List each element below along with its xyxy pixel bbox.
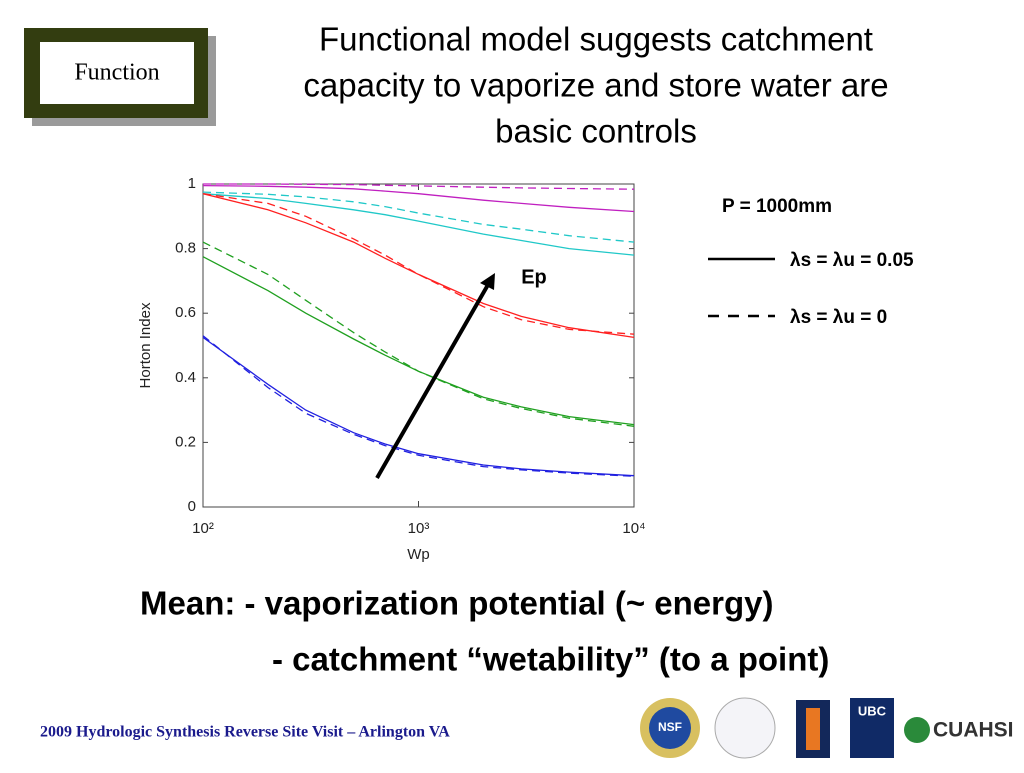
series-line (202, 193, 635, 256)
series-line (202, 193, 635, 339)
arrow-head (480, 273, 495, 290)
arrow (375, 282, 491, 479)
badge-inner (40, 42, 194, 104)
legend-title: P = 1000mm (722, 196, 832, 217)
title-line: Functional model suggests catchment (319, 21, 873, 58)
y-tick-label: 0.8 (175, 240, 196, 257)
plot-area (202, 183, 635, 508)
y-tick-label: 1 (188, 175, 196, 192)
series-line (202, 335, 635, 477)
series-line (202, 184, 635, 213)
series-line (203, 183, 635, 190)
footer: 2009 Hydrologic Synthesis Reverse Site V… (40, 724, 450, 741)
note: Mean: - vaporization potential (~ energy… (140, 585, 774, 622)
series-line (202, 256, 635, 426)
logo-text: UBC (858, 703, 887, 718)
logo-text: NSF (658, 720, 682, 734)
series-line (202, 336, 635, 477)
logo-nsf (649, 707, 691, 749)
y-tick-label: 0.2 (175, 433, 196, 450)
logo-cuahsi-mark (904, 717, 930, 743)
note: - catchment “wetability” (to a point) (272, 641, 829, 678)
y-tick-label: 0 (188, 498, 196, 515)
x-tick-label: 10⁴ (622, 520, 645, 537)
legend-label: λs = λu = 0 (790, 307, 887, 328)
logo-pred (714, 697, 776, 759)
annotation: Ep (521, 266, 547, 288)
x-tick-label: 10² (192, 520, 214, 537)
legend-label: λs = λu = 0.05 (790, 250, 914, 271)
logo-illinois-i (806, 708, 820, 750)
logo-ubc (850, 698, 894, 758)
y-tick-label: 0.6 (175, 304, 196, 321)
x-tick-label: 10³ (408, 520, 430, 537)
y-axis-label: Horton Index (137, 302, 154, 388)
title-line: capacity to vaporize and store water are (303, 67, 888, 104)
series-line (202, 191, 635, 243)
series-line (202, 193, 635, 335)
series-line (202, 241, 635, 427)
title-line: basic controls (495, 113, 697, 150)
badge-label: Function (74, 60, 159, 86)
y-tick-label: 0.4 (175, 369, 196, 386)
x-axis-label: Wp (407, 546, 430, 563)
logo-text: CUAHSI (933, 719, 1014, 742)
